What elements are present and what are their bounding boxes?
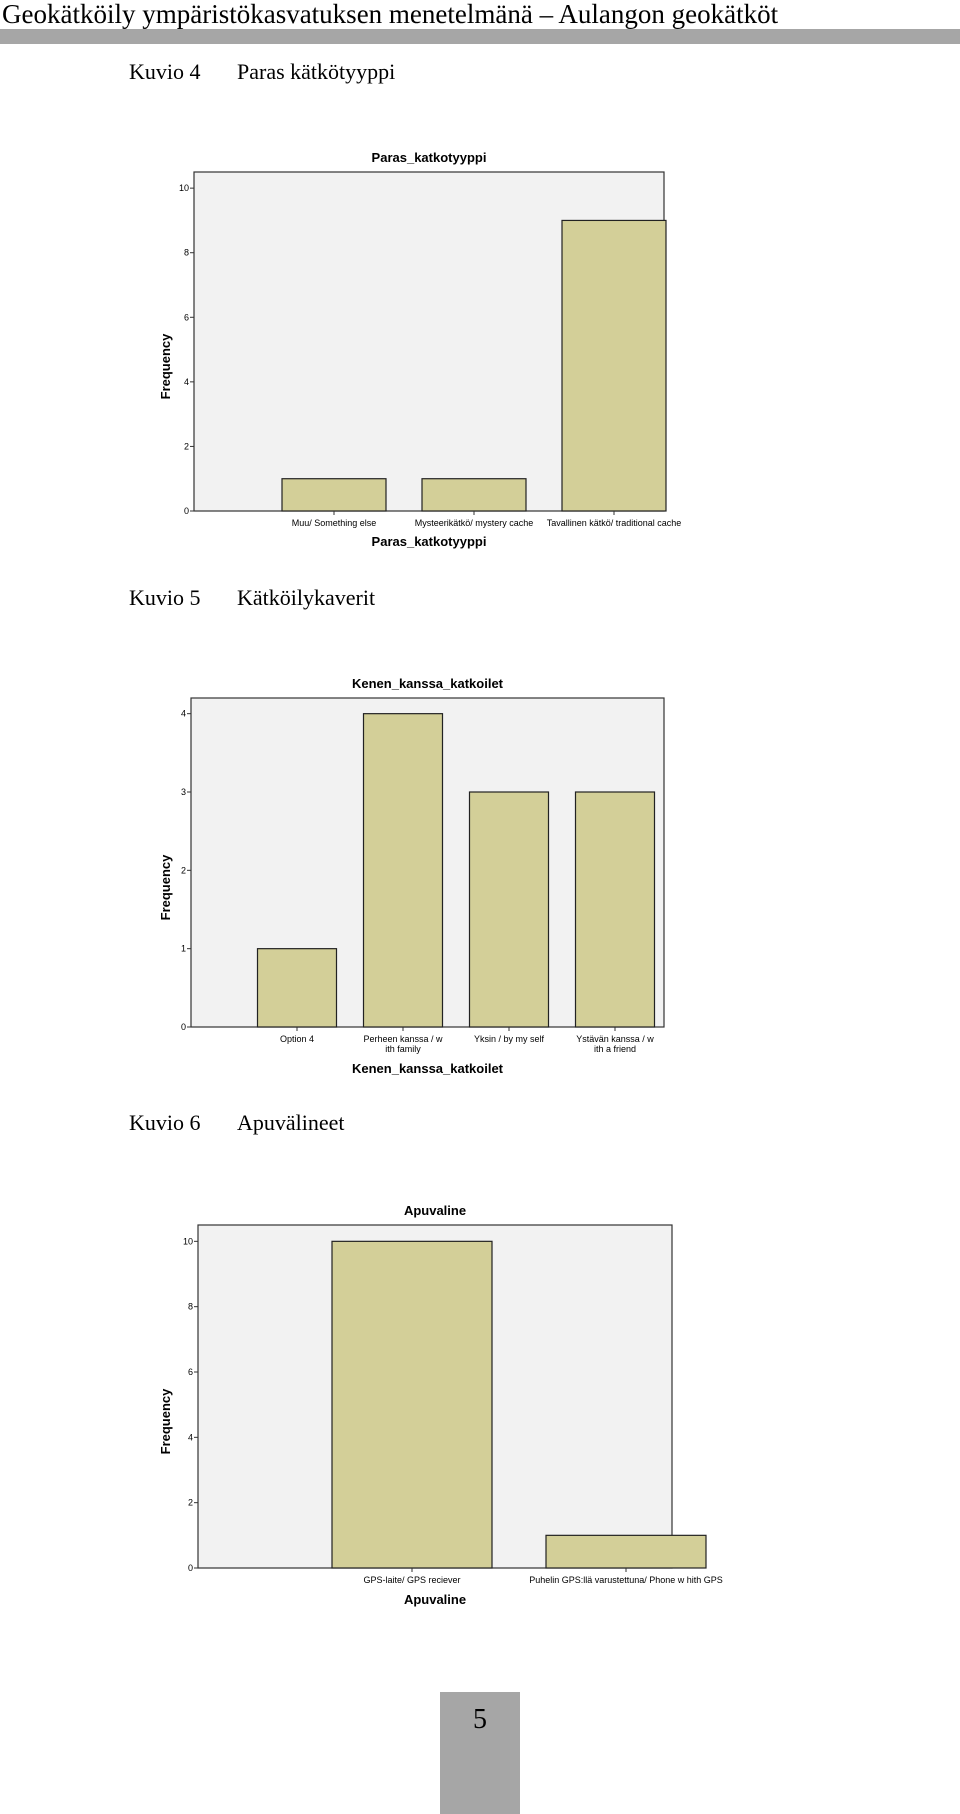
bar (362, 713, 444, 1028)
y-axis-label: Frequency (158, 854, 173, 921)
y-axis-label: Frequency (158, 1388, 173, 1455)
y-tick-label: 6 (188, 1367, 193, 1377)
figure-title: Kätköilykaverit (237, 585, 376, 610)
y-tick-label: 4 (188, 1432, 193, 1442)
chart-title: Apuvaline (404, 1203, 466, 1218)
figure-caption-4: Kuvio 4 Paras kätkötyyppi (129, 59, 395, 85)
header-rule (0, 29, 960, 44)
bar (331, 1240, 493, 1569)
x-tick-label: GPS-laite/ GPS reciever (363, 1575, 460, 1585)
x-tick-label: Option 4 (280, 1034, 314, 1044)
x-tick-label: Perheen kanssa / w ith family (363, 1034, 443, 1054)
y-tick-label: 1 (181, 944, 186, 954)
y-tick-label: 8 (184, 248, 189, 258)
bar (574, 791, 656, 1028)
figure-title: Apuvälineet (237, 1110, 345, 1135)
y-tick-label: 10 (183, 1236, 193, 1246)
y-tick-label: 8 (188, 1302, 193, 1312)
bar-chart-kenen-kanssa-katkoilet: Kenen_kanssa_katkoilet 0 1 2 3 4 Frequency Opti… (158, 676, 665, 1076)
figure-number: Kuvio 5 (129, 585, 201, 610)
bar (468, 791, 550, 1028)
bar-chart-apuvaline: Apuvaline 0 2 4 6 8 10 Frequency GPS-laite/ GPS … (158, 1203, 723, 1607)
bar (256, 948, 338, 1028)
page-number: 5 (473, 1704, 487, 1735)
page-number-box: 5 (440, 1692, 520, 1814)
bar (281, 478, 387, 512)
x-tick-label: Puhelin GPS:llä varustettuna/ Phone w hi… (529, 1575, 723, 1585)
y-tick-label: 4 (184, 377, 189, 387)
y-tick-label: 3 (181, 787, 186, 797)
y-tick-label: 2 (184, 441, 189, 451)
x-tick-label: Yksin / by my self (474, 1034, 545, 1044)
x-tick-label: Mysteerikätkö/ mystery cache (415, 518, 534, 528)
figure-caption-5: Kuvio 5 Kätköilykaverit (129, 585, 375, 611)
bar-chart-paras-katkotyyppi: Paras_katkotyyppi 0 2 4 6 8 10 Frequency Muu/ So… (158, 150, 682, 549)
document-header-title: Geokätköily ympäristökasvatuksen menetel… (2, 0, 779, 29)
figure-title: Paras kätkötyyppi (237, 59, 396, 84)
bar (561, 219, 667, 512)
x-tick-label: Tavallinen kätkö/ traditional cache (547, 518, 682, 528)
y-tick-label: 0 (188, 1563, 193, 1573)
bar (545, 1534, 707, 1569)
x-axis-label: Paras_katkotyyppi (372, 534, 487, 549)
y-tick-label: 10 (179, 183, 189, 193)
figure-number: Kuvio 4 (129, 59, 201, 84)
chart-title: Kenen_kanssa_katkoilet (352, 676, 504, 691)
y-tick-label: 4 (181, 709, 186, 719)
x-tick-label: Muu/ Something else (292, 518, 377, 528)
x-axis-label: Kenen_kanssa_katkoilet (352, 1061, 504, 1076)
bar (421, 478, 527, 512)
y-axis-label: Frequency (158, 333, 173, 400)
figure-caption-6: Kuvio 6 Apuvälineet (129, 1110, 345, 1136)
y-tick-label: 2 (181, 865, 186, 875)
y-tick-label: 6 (184, 312, 189, 322)
x-axis-label: Apuvaline (404, 1592, 466, 1607)
figure-number: Kuvio 6 (129, 1110, 201, 1135)
y-tick-label: 2 (188, 1498, 193, 1508)
y-tick-label: 0 (181, 1022, 186, 1032)
x-tick-label: Ystävän kanssa / w ith a friend (576, 1034, 654, 1054)
y-tick-label: 0 (184, 506, 189, 516)
chart-title: Paras_katkotyyppi (372, 150, 487, 165)
